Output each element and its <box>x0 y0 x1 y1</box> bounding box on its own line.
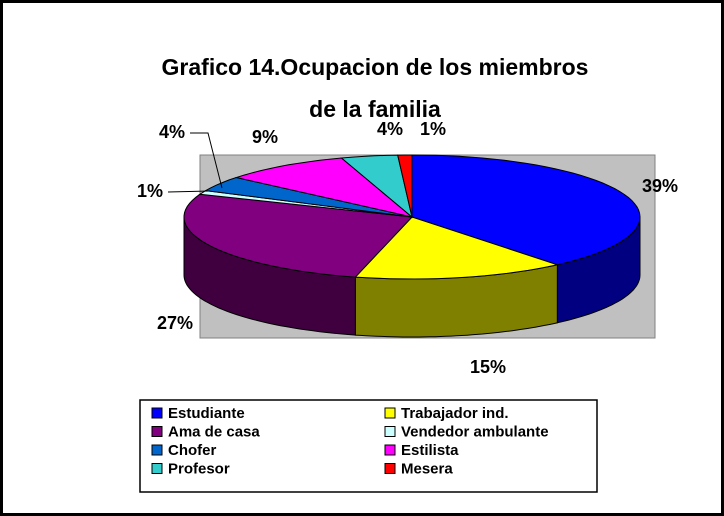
legend-swatch <box>151 407 163 419</box>
slice <box>183 193 414 278</box>
legend-swatch <box>151 444 163 456</box>
legend-label: Estudiante <box>168 405 245 422</box>
legend-label: Profesor <box>168 460 230 477</box>
slice <box>411 154 641 266</box>
slice <box>234 157 413 218</box>
legend-label: Trabajador ind. <box>401 405 509 422</box>
legend-swatch <box>151 463 163 474</box>
legend-label: Vendedor ambulante <box>401 423 549 440</box>
slice <box>354 216 560 280</box>
leader-line <box>190 132 223 189</box>
data-label: 1% <box>137 181 163 201</box>
data-label: 4% <box>159 122 185 142</box>
legend-box <box>139 399 598 493</box>
slice <box>397 154 413 218</box>
data-label: 39% <box>642 176 678 196</box>
legend-label: Chofer <box>168 442 216 459</box>
chart-title: Grafico 14.Ocupacion de los miembros de … <box>161 54 589 122</box>
legend-swatch <box>384 426 396 437</box>
legend-swatch <box>151 426 163 437</box>
data-label: 4% <box>377 119 403 139</box>
data-label: 15% <box>470 357 506 377</box>
data-label: 27% <box>157 313 193 333</box>
legend-label: Mesera <box>401 460 453 477</box>
legend-swatch <box>384 444 396 456</box>
legend-swatch <box>384 463 396 474</box>
data-label: 1% <box>420 119 446 139</box>
data-label: 9% <box>252 127 278 147</box>
legend-label: Estilista <box>401 442 459 459</box>
legend-label: Ama de casa <box>168 423 260 440</box>
leader-line <box>167 190 211 193</box>
slice <box>204 176 413 218</box>
legend-swatch <box>384 407 396 419</box>
slice <box>340 154 413 219</box>
